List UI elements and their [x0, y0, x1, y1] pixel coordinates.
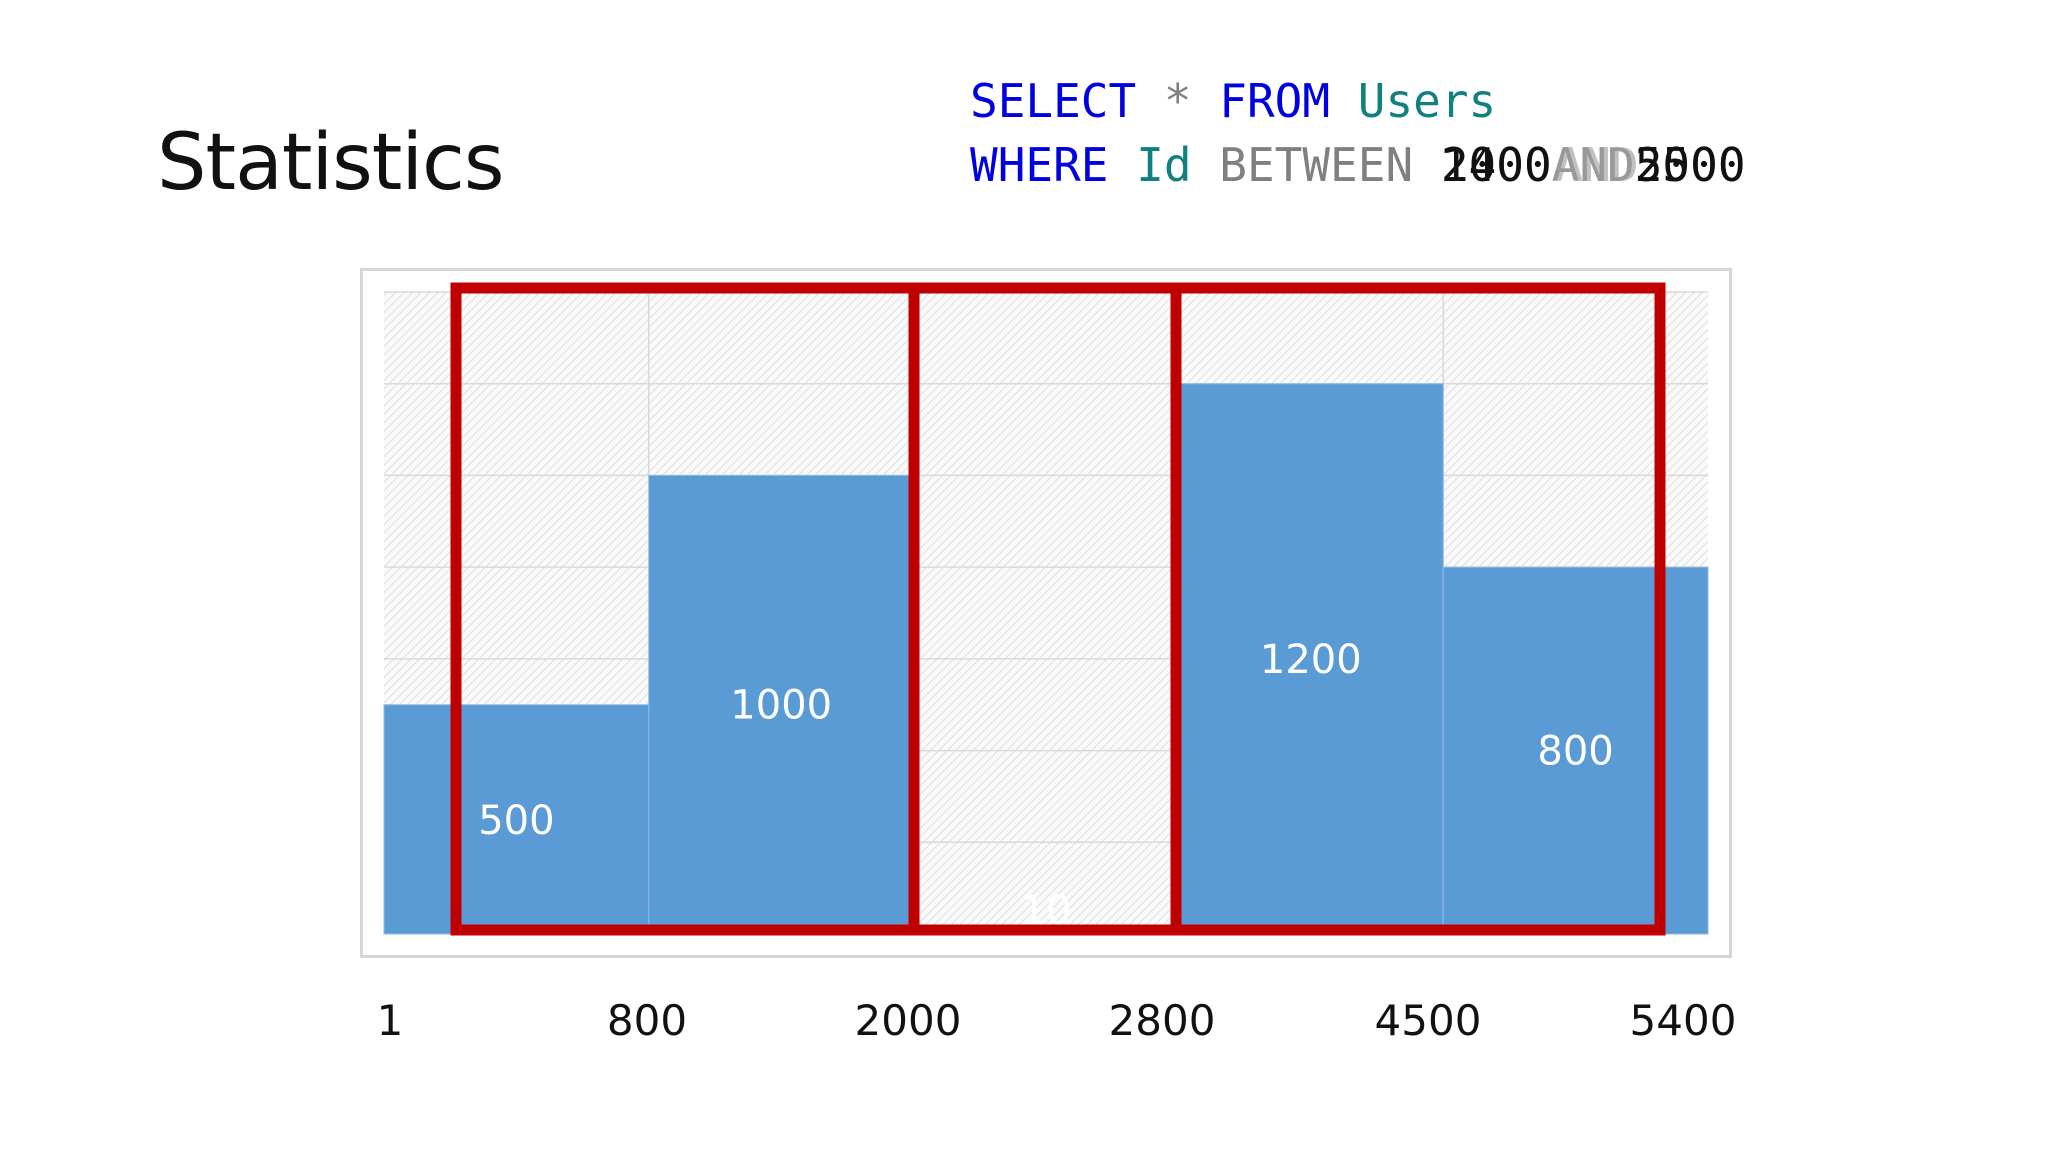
x-edge-label: 1	[377, 996, 404, 1045]
sql-select-keyword: SELECT	[970, 74, 1137, 128]
slide-title: Statistics	[157, 118, 505, 208]
x-edge-label: 2800	[1109, 996, 1216, 1045]
sql-star: *	[1163, 74, 1192, 128]
highlight-range-3	[1170, 282, 1666, 936]
sql-from-keyword: FROM	[1219, 74, 1331, 128]
sql-low-value: 2000 1400	[1440, 138, 1552, 192]
bar-value-label: 1200	[1260, 637, 1362, 683]
sql-where-keyword: WHERE	[970, 138, 1109, 192]
bar-value-label: 800	[1537, 729, 1613, 775]
sql-low-value-overlap: 1400	[1440, 138, 1552, 192]
x-edge-label: 2000	[855, 996, 962, 1045]
sql-column-name: Id	[1136, 138, 1192, 192]
sql-and-keyword-overlap: AND	[1555, 138, 1639, 192]
x-edge-label: 4500	[1375, 996, 1482, 1045]
bar-value-label: 1000	[730, 683, 832, 729]
sql-high-value: 5000 2500	[1634, 138, 1746, 192]
x-edge-label: 800	[607, 996, 687, 1045]
sql-table-name: Users	[1357, 74, 1497, 128]
sql-high-value-overlap: 2500	[1634, 138, 1746, 192]
bar-value-label: 500	[478, 798, 554, 844]
sql-between-keyword: BETWEEN	[1219, 138, 1414, 192]
histogram-bar-2	[648, 474, 915, 935]
sql-query-line-1: SELECT * FROM Users	[970, 74, 1496, 128]
histogram-bar-4	[1177, 383, 1444, 935]
x-edge-label: 5400	[1630, 996, 1737, 1045]
histogram-bar-1	[383, 704, 650, 935]
sql-query-line-2: WHERE Id BETWEEN 2000 1400 AND AND 5000 2500	[970, 138, 1746, 192]
sql-and-keyword: AND AND	[1551, 138, 1639, 192]
